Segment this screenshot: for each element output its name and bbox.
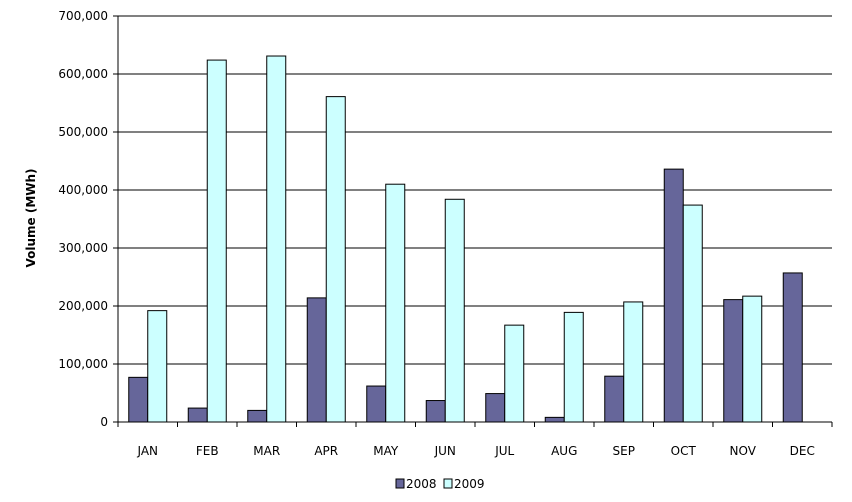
bar-2009-may <box>385 183 406 423</box>
bar-2008-may <box>366 385 387 423</box>
y-tick-label: 700,000 <box>58 9 108 23</box>
legend-swatch-2009 <box>443 478 453 489</box>
legend-swatch-2008 <box>395 478 405 489</box>
bar-2009-jan <box>147 310 168 423</box>
bar-2008-jun <box>425 400 446 423</box>
x-tick-label: DEC <box>790 444 815 458</box>
y-tick-label: 200,000 <box>58 299 108 313</box>
bar-2009-jun <box>444 198 465 423</box>
bar-2008-jan <box>128 376 149 423</box>
bar-2009-apr <box>325 96 346 423</box>
x-tick-label: JUL <box>494 444 514 458</box>
axes <box>113 15 833 427</box>
y-tick-label: 100,000 <box>58 357 108 371</box>
x-tick-label: AUG <box>551 444 577 458</box>
y-tick-label: 300,000 <box>58 241 108 255</box>
gridlines <box>118 15 832 365</box>
bar-2008-oct <box>663 168 684 423</box>
bar-2008-apr <box>306 297 327 423</box>
legend-label-2009: 2009 <box>454 477 485 491</box>
x-tick-label: MAY <box>373 444 399 458</box>
x-tick-label: FEB <box>196 444 219 458</box>
y-tick-label: 600,000 <box>58 67 108 81</box>
legend: 2008 2009 <box>395 477 485 491</box>
bar-2009-nov <box>742 295 763 423</box>
bar-2009-oct <box>682 204 703 423</box>
bar-2008-sep <box>604 375 625 423</box>
y-tick-label: 500,000 <box>58 125 108 139</box>
bar-2008-aug <box>544 416 565 423</box>
x-tick-labels: JAN FEB MAR APR MAY JUN JUL AUG SEP OCT NOV DEC <box>136 444 814 458</box>
bar-2008-nov <box>723 299 744 423</box>
y-tick-label: 400,000 <box>58 183 108 197</box>
x-tick-label: MAR <box>253 444 280 458</box>
y-tick-labels: 0 100,000 200,000 300,000 400,000 500,000 600,… <box>58 9 108 429</box>
bar-2009-jul <box>504 324 525 423</box>
y-tick-label: 0 <box>100 415 108 429</box>
x-tick-label: SEP <box>613 444 635 458</box>
x-tick-label: OCT <box>671 444 697 458</box>
bar-2009-feb <box>206 59 227 423</box>
bar-2008-feb <box>187 407 208 423</box>
legend-label-2008: 2008 <box>406 477 437 491</box>
bar-2008-dec <box>782 272 803 423</box>
bar-2009-mar <box>266 55 287 423</box>
bar-2008-mar <box>247 409 268 423</box>
x-tick-label: JUN <box>434 444 456 458</box>
bar-2008-jul <box>485 393 506 423</box>
x-tick-label: APR <box>314 444 338 458</box>
bar-2009-sep <box>623 301 644 423</box>
x-tick-label: JAN <box>136 444 158 458</box>
x-tick-label: NOV <box>730 444 757 458</box>
y-axis-label: Volume (MWh) <box>24 168 38 267</box>
bars <box>128 55 803 423</box>
bar-2009-aug <box>563 311 584 423</box>
